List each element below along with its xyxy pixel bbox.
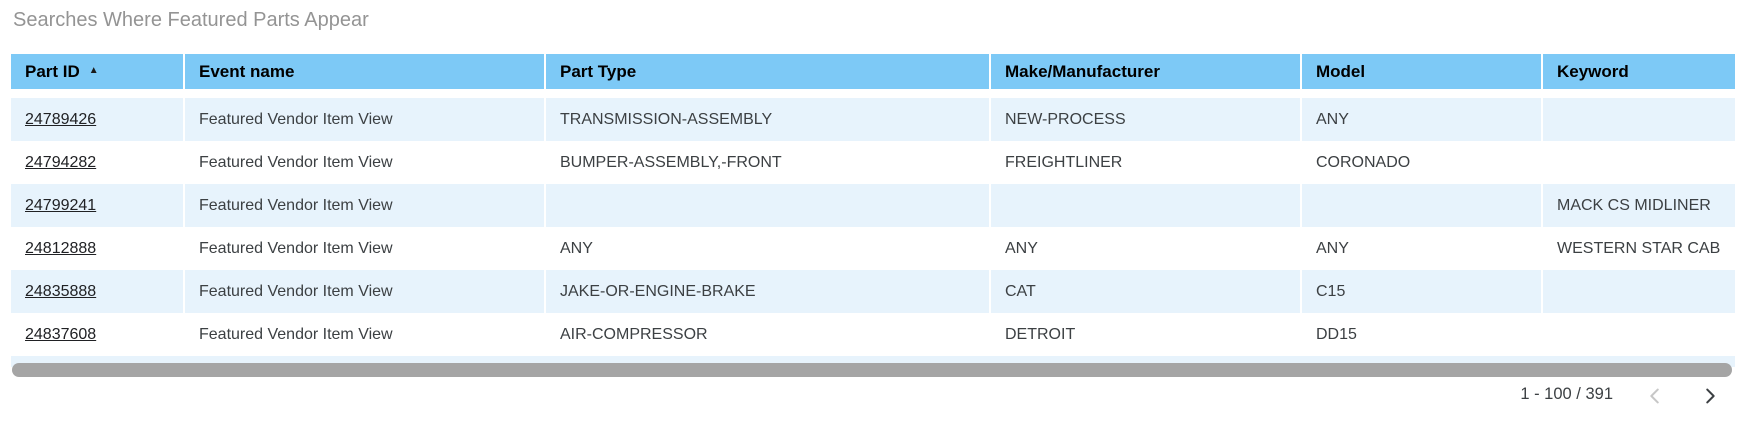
part-type-cell: BUMPER-ASSEMBLY,-FRONT	[560, 153, 782, 171]
keyword-cell: WESTERN STAR CAB	[1557, 239, 1721, 257]
table-row: 24812888 Featured Vendor Item View ANY ANY A…	[11, 227, 1735, 270]
part-id-link[interactable]: 24789426	[25, 110, 97, 128]
model-cell: DD15	[1316, 325, 1357, 343]
searches-table: Part ID ▲ Event name Part Type Make/Manufact…	[11, 54, 1735, 377]
column-header-make-manufacturer[interactable]: Make/Manufacturer	[991, 54, 1302, 89]
chevron-right-icon[interactable]	[1697, 383, 1723, 409]
part-id-cell: 24835888	[11, 270, 185, 313]
table-row: 24799241 Featured Vendor Item View MACK CS…	[11, 184, 1735, 227]
horizontal-scrollbar-thumb[interactable]	[12, 363, 1732, 377]
event-name-cell: Featured Vendor Item View	[199, 325, 393, 343]
event-name-cell: Featured Vendor Item View	[185, 270, 546, 313]
part-id-cell: 24812888	[11, 227, 185, 270]
keyword-cell	[1543, 313, 1735, 356]
column-header-event-name[interactable]: Event name	[185, 54, 546, 89]
table-row: 24794282 Featured Vendor Item View BUMPER-…	[11, 141, 1735, 184]
table-row: 24789426 Featured Vendor Item View TRANSMI…	[11, 98, 1735, 141]
part-type-cell: ANY	[560, 239, 593, 257]
make-manufacturer-cell: ANY	[1005, 239, 1038, 257]
table-row-partial	[11, 356, 1735, 367]
chart-title: Searches Where Featured Parts Appear	[13, 9, 369, 31]
keyword-cell	[1543, 270, 1735, 313]
make-manufacturer-cell	[991, 184, 1302, 227]
sort-ascending-icon: ▲	[88, 65, 99, 76]
model-cell	[1302, 184, 1543, 227]
pagination-range: 1 - 100 / 391	[1520, 385, 1613, 403]
column-header-part-type[interactable]: Part Type	[546, 54, 991, 89]
part-id-link[interactable]: 24794282	[25, 153, 97, 171]
column-header-keyword[interactable]: Keyword	[1557, 61, 1629, 81]
make-manufacturer-cell: DETROIT	[1005, 325, 1076, 343]
part-id-cell: 24794282	[11, 141, 185, 184]
table-body: 24789426 Featured Vendor Item View TRANSMI…	[11, 98, 1735, 356]
part-type-cell: AIR-COMPRESSOR	[560, 325, 708, 343]
part-type-cell: JAKE-OR-ENGINE-BRAKE	[546, 270, 991, 313]
part-type-cell: TRANSMISSION-ASSEMBLY	[546, 98, 991, 141]
event-name-cell: Featured Vendor Item View	[185, 98, 546, 141]
chevron-left-icon[interactable]	[1642, 383, 1668, 409]
keyword-cell	[1543, 98, 1735, 141]
part-id-link[interactable]: 24837608	[25, 325, 97, 343]
part-id-link[interactable]: 24835888	[25, 282, 97, 300]
part-id-cell: 24799241	[11, 184, 185, 227]
model-cell: CORONADO	[1316, 153, 1411, 171]
make-manufacturer-cell: NEW-PROCESS	[991, 98, 1302, 141]
model-cell: C15	[1302, 270, 1543, 313]
column-header-part-id[interactable]: Part ID ▲	[11, 54, 185, 89]
make-manufacturer-cell: FREIGHTLINER	[1005, 153, 1123, 171]
part-id-link[interactable]: 24799241	[25, 196, 97, 214]
model-cell: ANY	[1302, 98, 1543, 141]
model-cell: ANY	[1316, 239, 1349, 257]
keyword-cell: MACK CS MIDLINER	[1557, 196, 1711, 214]
table-header-row: Part ID ▲ Event name Part Type Make/Manufact…	[11, 54, 1735, 89]
part-id-link[interactable]: 24812888	[25, 239, 97, 257]
make-manufacturer-cell: CAT	[991, 270, 1302, 313]
table-row: 24837608 Featured Vendor Item View AIR-COM…	[11, 313, 1735, 356]
column-header-model[interactable]: Model	[1302, 54, 1543, 89]
table-row: 24835888 Featured Vendor Item View JAKE-OR…	[11, 270, 1735, 313]
part-id-cell: 24837608	[11, 313, 185, 356]
part-type-cell	[546, 184, 991, 227]
part-id-cell: 24789426	[11, 98, 185, 141]
keyword-cell	[1543, 141, 1735, 184]
event-name-cell: Featured Vendor Item View	[199, 239, 393, 257]
event-name-cell: Featured Vendor Item View	[199, 153, 393, 171]
event-name-cell: Featured Vendor Item View	[185, 184, 546, 227]
